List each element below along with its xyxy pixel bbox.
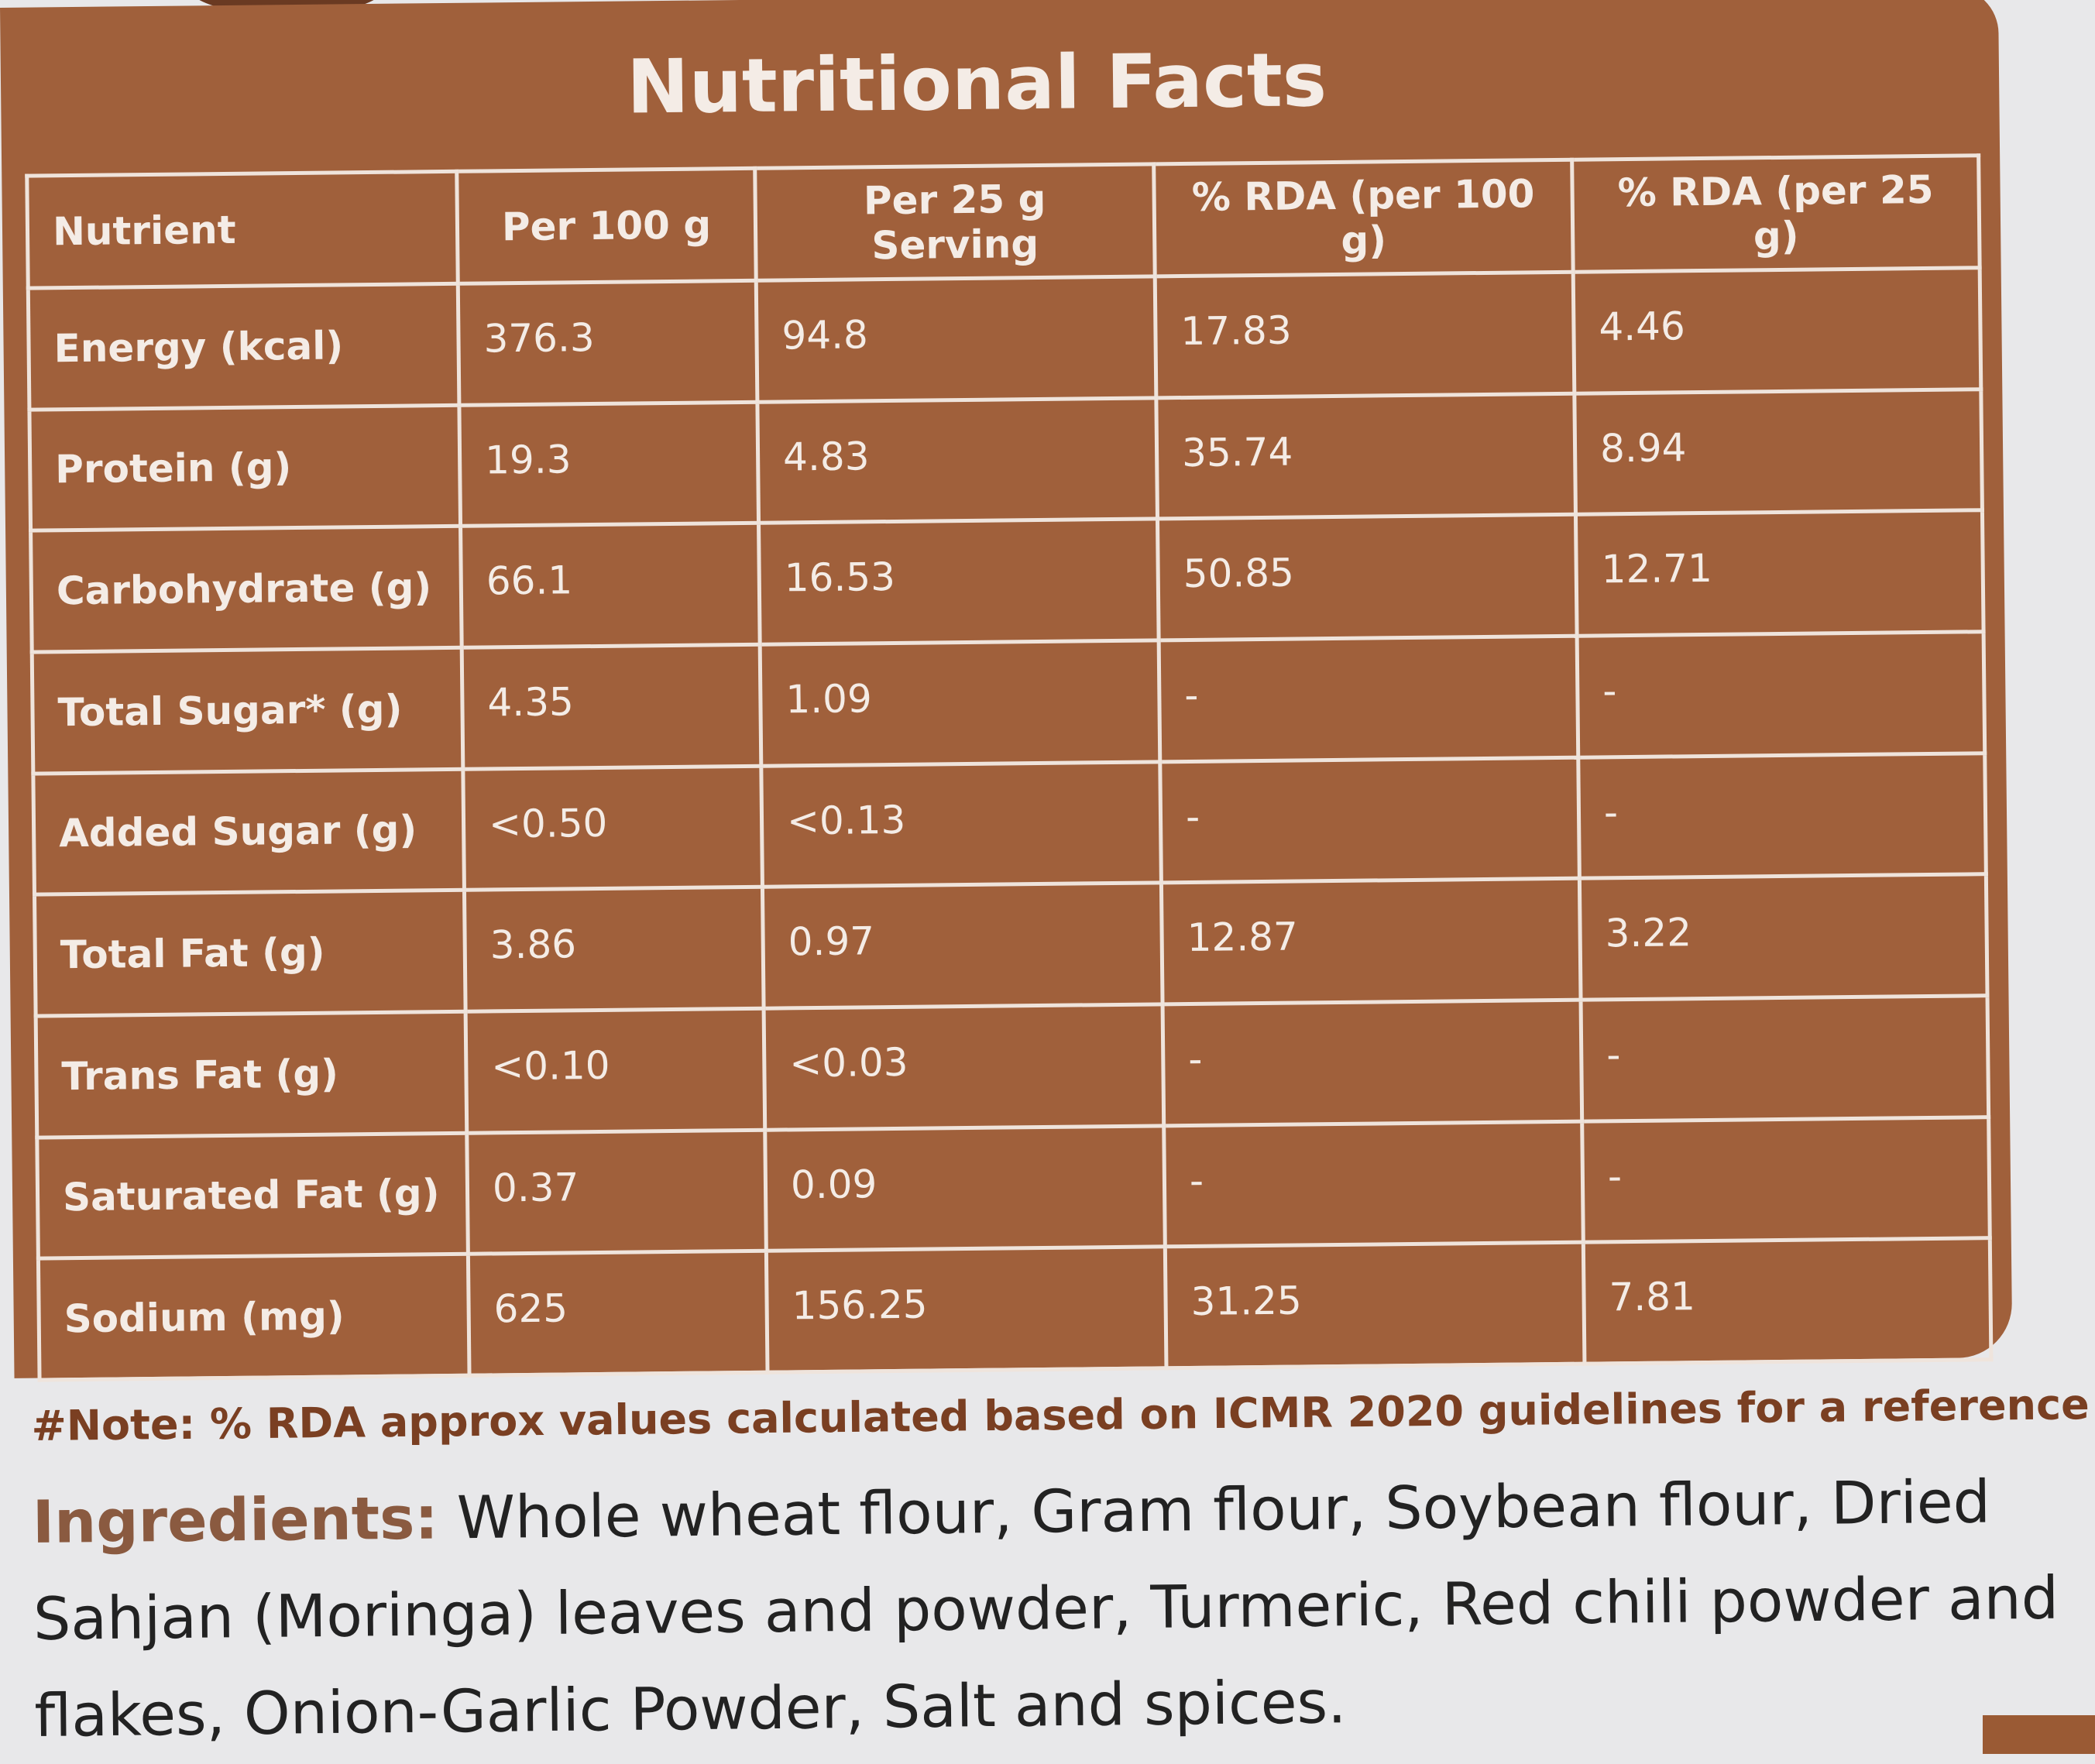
rda-per-25g: 12.71: [1575, 510, 1984, 637]
nutrient-name: Sodium (mg): [38, 1254, 470, 1381]
value-per-25g: 16.53: [758, 519, 1159, 645]
value-per-100g: 19.3: [458, 401, 759, 527]
table-row: Saturated Fat (g) 0.37 0.09 - -: [36, 1117, 1990, 1259]
value-per-25g: 0.09: [764, 1125, 1166, 1251]
value-per-100g: 625: [468, 1251, 768, 1376]
table-header-row: Nutrient Per 100 g Per 25 g Serving % RD…: [26, 155, 1980, 289]
rda-per-100g: -: [1159, 636, 1578, 762]
nutrient-name: Added Sugar (g): [33, 768, 465, 895]
rda-note: #Note: % RDA approx values calculated ba…: [31, 1377, 2095, 1450]
rda-per-100g: -: [1159, 757, 1580, 884]
nutrient-name: Saturated Fat (g): [36, 1132, 469, 1259]
rda-per-100g: 35.74: [1156, 393, 1576, 520]
table-row: Added Sugar (g) <0.50 <0.13 - -: [33, 753, 1987, 895]
nutrient-name: Total Sugar* (g): [32, 647, 463, 774]
column-header: % RDA (per 100 g): [1153, 160, 1574, 276]
value-per-25g: 156.25: [766, 1247, 1166, 1373]
nutrient-name: Carbohydrate (g): [30, 526, 462, 653]
value-per-100g: 66.1: [460, 523, 761, 648]
value-per-25g: 0.97: [762, 883, 1163, 1009]
nutrient-name: Trans Fat (g): [36, 1011, 467, 1138]
ingredients-label: Ingredients:: [32, 1483, 439, 1556]
rda-per-25g: 8.94: [1574, 389, 1983, 515]
column-header: Per 100 g: [456, 168, 757, 284]
table-row: Total Sugar* (g) 4.35 1.09 - -: [32, 631, 1985, 774]
rda-per-25g: 3.22: [1579, 873, 1987, 1000]
table-row: Protein (g) 19.3 4.83 35.74 8.94: [29, 389, 1983, 531]
nutrient-name: Protein (g): [29, 404, 461, 531]
rda-per-25g: 7.81: [1583, 1237, 1991, 1364]
table-row: Sodium (mg) 625 156.25 31.25 7.81: [38, 1237, 1991, 1381]
value-per-100g: 4.35: [462, 644, 761, 769]
table-row: Energy (kcal) 376.3 94.8 17.83 4.46: [28, 267, 1981, 410]
column-header: % RDA (per 25 g): [1571, 155, 1980, 273]
nutrition-table: Nutrient Per 100 g Per 25 g Serving % RD…: [25, 153, 1993, 1381]
package-edge: [1983, 1715, 2095, 1754]
rda-per-100g: 17.83: [1155, 272, 1575, 398]
panel-title: Nutritional Facts: [626, 36, 1327, 131]
rda-per-100g: 31.25: [1165, 1242, 1585, 1368]
ingredients-paragraph: Ingredients: Whole wheat flour, Gram flo…: [32, 1453, 2064, 1764]
table-row: Carbohydrate (g) 66.1 16.53 50.85 12.71: [30, 510, 1984, 653]
value-per-25g: <0.03: [764, 1004, 1164, 1130]
rda-per-25g: -: [1581, 995, 1989, 1121]
value-per-25g: 94.8: [756, 276, 1156, 402]
table-row: Trans Fat (g) <0.10 <0.03 - -: [36, 995, 1989, 1138]
rda-per-25g: -: [1578, 753, 1987, 879]
rda-per-100g: -: [1163, 1121, 1584, 1247]
value-per-100g: 3.86: [464, 887, 764, 1012]
table-row: Total Fat (g) 3.86 0.97 12.87 3.22: [34, 873, 1987, 1017]
rda-per-100g: -: [1163, 1000, 1582, 1126]
nutrition-panel: Nutritional Facts Nutrient Per 100 g Per…: [0, 0, 2013, 1381]
rda-per-25g: 4.46: [1573, 267, 1981, 393]
rda-per-25g: -: [1577, 631, 1985, 757]
package-footer: #Note: % RDA approx values calculated ba…: [31, 1365, 2095, 1764]
value-per-100g: <0.50: [462, 765, 763, 891]
value-per-100g: 376.3: [458, 280, 757, 405]
value-per-25g: <0.13: [761, 761, 1162, 887]
column-header: Nutrient: [26, 171, 458, 289]
column-header: Per 25 g Serving: [754, 163, 1156, 281]
value-per-100g: <0.10: [465, 1008, 765, 1133]
rda-per-100g: 12.87: [1161, 878, 1582, 1004]
rda-per-100g: 50.85: [1157, 514, 1578, 640]
value-per-25g: 1.09: [760, 640, 1160, 766]
value-per-100g: 0.37: [466, 1129, 767, 1254]
nutrient-name: Energy (kcal): [28, 283, 459, 410]
value-per-25g: 4.83: [757, 397, 1158, 523]
nutrient-name: Total Fat (g): [34, 890, 466, 1017]
rda-per-25g: -: [1582, 1117, 1990, 1243]
